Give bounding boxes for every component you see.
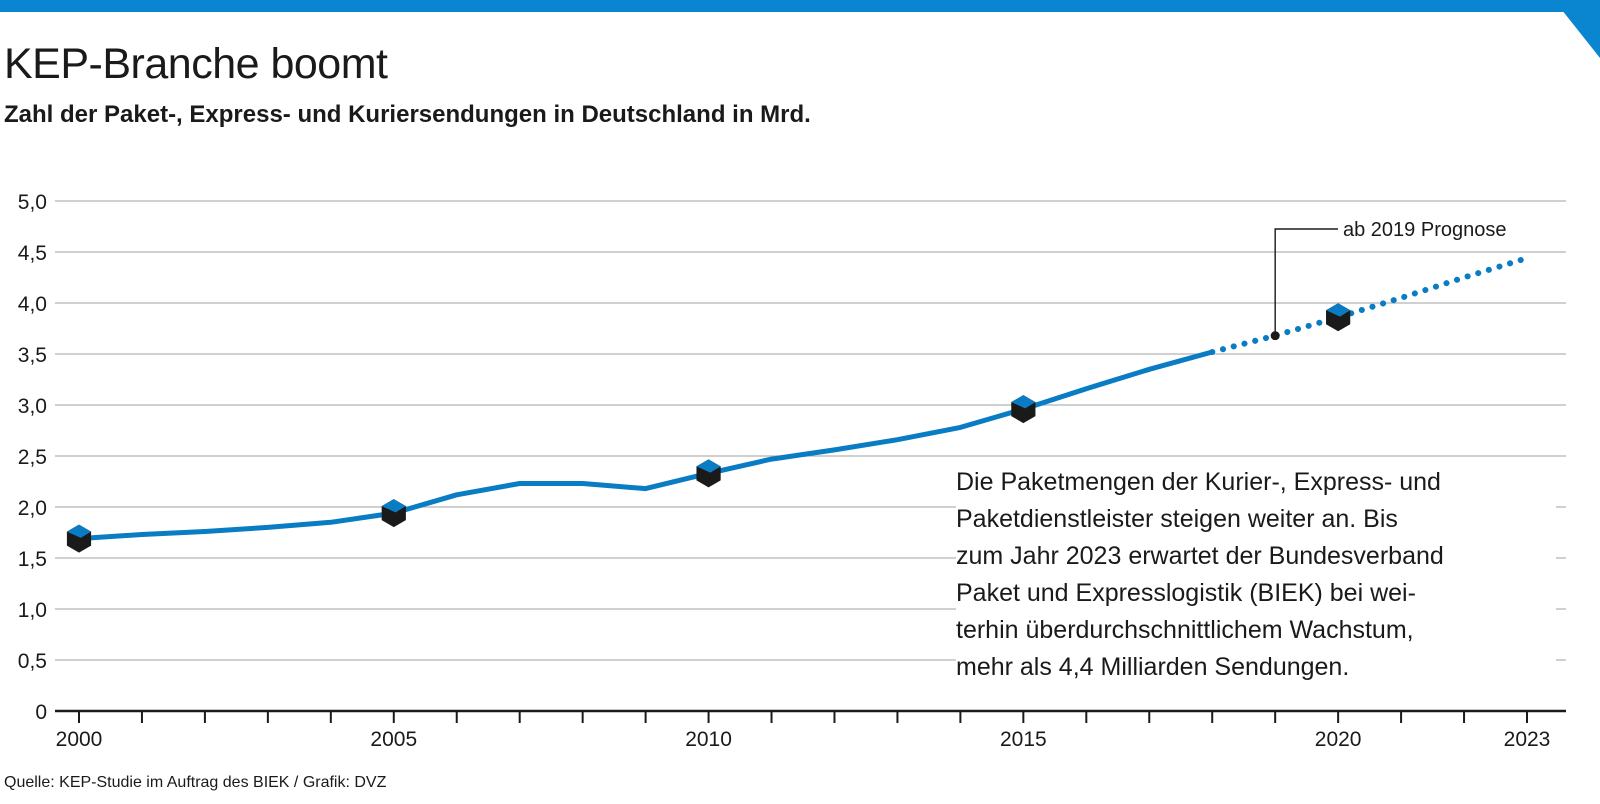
corner-accent <box>1554 0 1600 58</box>
marker-layer <box>66 303 1351 553</box>
y-tick-label: 1,0 <box>18 599 47 622</box>
data-marker <box>381 499 406 528</box>
x-tick-label: 2015 <box>1000 728 1047 751</box>
x-tick-label: 2020 <box>1315 728 1362 751</box>
y-tick-label: 4,5 <box>18 242 47 265</box>
source-note: Quelle: KEP-Studie im Auftrag des BIEK /… <box>4 774 387 791</box>
y-tick-label: 2,0 <box>18 497 47 520</box>
x-tick-label: 2005 <box>370 728 417 751</box>
annotation-layer: ab 2019 Prognose <box>1270 219 1506 341</box>
marker-face <box>1326 303 1351 317</box>
top-accent-bar <box>0 0 1600 12</box>
marker-face <box>1011 395 1036 409</box>
data-marker <box>66 524 92 553</box>
marker-face <box>381 499 406 513</box>
note-line: zum Jahr 2023 erwartet der Bundesverband <box>956 542 1444 570</box>
y-tick-label: 2,5 <box>18 446 47 469</box>
note-line: Paket und Expresslogistik (BIEK) bei wei… <box>956 579 1416 607</box>
y-tick-label: 0 <box>35 701 47 724</box>
note-line: Die Paketmengen der Kurier-, Express- un… <box>956 468 1441 496</box>
annotation-leader <box>1274 228 1338 334</box>
note-line: mehr als 4,4 Milliarden Sendungen. <box>956 653 1350 681</box>
y-tick-label: 3,5 <box>18 344 47 367</box>
y-tick-label: 4,0 <box>18 293 47 316</box>
marker-face <box>696 459 721 473</box>
x-tick-label: 2023 <box>1504 728 1551 751</box>
note-line: Paketdienstleister steigen weiter an. Bi… <box>956 505 1398 533</box>
y-tick-label: 5,0 <box>18 191 47 214</box>
annotation-label: ab 2019 Prognose <box>1343 219 1506 241</box>
x-tick-label: 2010 <box>685 728 732 751</box>
y-tick-labels: 0 0,5 1,0 1,5 2,0 2,5 3,0 3,5 4,0 4,5 5,0 <box>18 191 47 724</box>
y-tick-label: 3,0 <box>18 395 47 418</box>
x-axis: 2000 2005 2010 2015 2020 2023 <box>55 709 1566 751</box>
annotation-dot <box>1270 331 1280 341</box>
data-marker <box>1011 395 1036 424</box>
chart-title: KEP-Branche boomt <box>4 40 388 88</box>
y-tick-label: 0,5 <box>18 650 47 673</box>
description-note: Die Paketmengen der Kurier-, Express- un… <box>956 464 1556 686</box>
data-marker <box>1326 303 1351 332</box>
x-tick-label: 2000 <box>56 728 103 751</box>
y-tick-label: 1,5 <box>18 548 47 571</box>
chart-subtitle: Zahl der Paket-, Express- und Kuriersend… <box>4 101 811 128</box>
forecast-line <box>1209 255 1530 355</box>
note-line: terhin überdurchschnittlichem Wachstum, <box>956 616 1414 644</box>
marker-face <box>66 524 92 538</box>
data-marker <box>696 459 721 488</box>
